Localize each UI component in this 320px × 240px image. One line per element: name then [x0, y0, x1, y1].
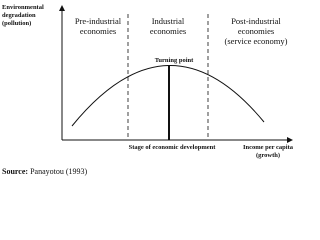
- x-axis-label: (growth): [256, 152, 280, 159]
- source-text: Panayotou (1993): [30, 167, 87, 176]
- y-axis-label: (pollution): [2, 20, 31, 27]
- diagram: Environmental degradation (pollution) Pr…: [2, 4, 294, 176]
- stage-label: (service economy): [224, 36, 287, 46]
- x-stage-label: Stage of economic development: [129, 144, 217, 151]
- stage-label: economies: [238, 26, 274, 36]
- stage-label: Industrial: [152, 16, 185, 26]
- kuznets-curve: [71, 65, 265, 127]
- turning-point-label: Turning point: [155, 57, 194, 64]
- source-label: Source:: [2, 167, 28, 176]
- x-axis-label: Income per capita: [243, 144, 294, 151]
- y-axis-label: Environmental: [2, 4, 44, 11]
- source: Source: Panayotou (1993): [2, 167, 88, 176]
- stage-label: economies: [80, 26, 116, 36]
- stage-label: Post-industrial: [231, 16, 281, 26]
- stage-label: Pre-industrial: [75, 16, 122, 26]
- y-axis-label: degradation: [2, 12, 36, 19]
- stage-label: economies: [150, 26, 186, 36]
